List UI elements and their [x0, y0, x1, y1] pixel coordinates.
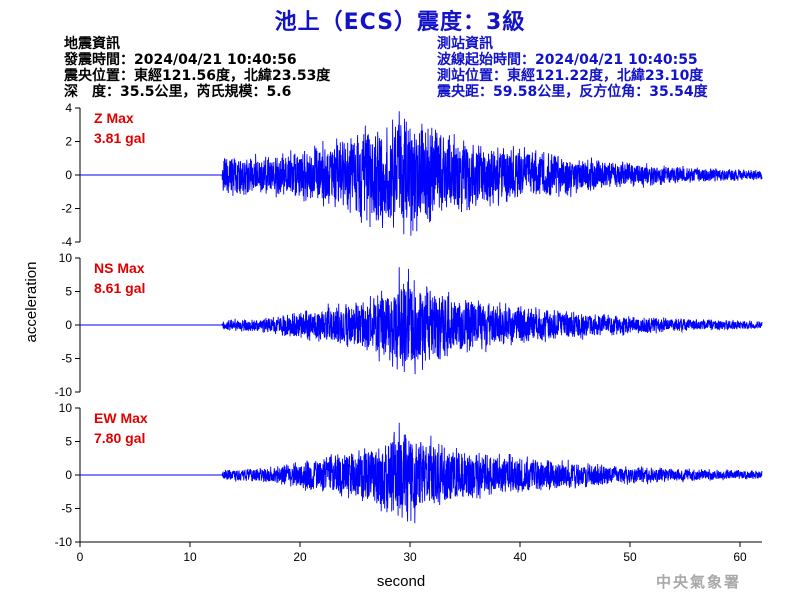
ns-y-tick-label: 0 — [65, 318, 72, 332]
station-location: 測站位置：東經121.22度，北緯23.10度 — [437, 68, 704, 84]
x-tick-label: 40 — [513, 550, 527, 564]
earthquake-info-block: 地震資訊 發震時間：2024/04/21 10:40:56 震央位置：東經121… — [64, 36, 330, 100]
z-max-value: 3.81 gal — [94, 130, 146, 146]
z-y-tick-label: -4 — [61, 235, 72, 249]
ns-max-value: 8.61 gal — [94, 280, 146, 296]
ew-y-tick-label: 0 — [65, 468, 72, 482]
agency-footer: 中央氣象署 — [656, 573, 742, 591]
ew-trace — [80, 422, 763, 524]
z-y-tick-label: 4 — [65, 101, 72, 115]
x-tick-label: 50 — [623, 550, 637, 564]
x-tick-label: 30 — [403, 550, 417, 564]
ns-y-tick-label: 5 — [65, 285, 72, 299]
earthquake-depth-magnitude: 深 度：35.5公里，芮氏規模：5.6 — [64, 84, 292, 100]
ew-y-tick-label: -10 — [55, 535, 73, 549]
station-distance: 震央距：59.58公里，反方位角：35.54度 — [437, 84, 708, 100]
x-tick-label: 0 — [77, 550, 84, 564]
z-trace — [80, 111, 763, 236]
station-info-block: 測站資訊 波線起始時間：2024/04/21 10:40:55 測站位置：東經1… — [437, 36, 708, 100]
station-info-header: 測站資訊 — [437, 36, 493, 52]
ew-max-value: 7.80 gal — [94, 430, 146, 446]
z-y-tick-label: 2 — [65, 135, 72, 149]
ns-max-label-block: NS Max 8.61 gal — [94, 258, 145, 298]
station-wave-start: 波線起始時間：2024/04/21 10:40:55 — [437, 52, 698, 68]
x-tick-label: 20 — [293, 550, 307, 564]
ew-y-tick-label: 10 — [59, 401, 73, 415]
ew-y-tick-label: 5 — [65, 435, 72, 449]
ns-y-tick-label: 10 — [59, 251, 73, 265]
ew-y-tick-label: -5 — [61, 502, 72, 516]
chart-title: 池上（ECS）震度：3級 — [274, 10, 526, 35]
x-tick-label: 60 — [733, 550, 747, 564]
z-y-tick-label: -2 — [61, 202, 72, 216]
earthquake-epicenter: 震央位置：東經121.56度，北緯23.53度 — [64, 68, 331, 84]
z-max-label: Z Max — [94, 110, 134, 126]
earthquake-info-header: 地震資訊 — [64, 36, 120, 52]
z-y-tick-label: 0 — [65, 168, 72, 182]
ns-y-tick-label: -5 — [61, 352, 72, 366]
ew-max-label: EW Max — [94, 410, 148, 426]
ns-max-label: NS Max — [94, 260, 145, 276]
x-tick-label: 10 — [183, 550, 197, 564]
ns-y-tick-label: -10 — [55, 385, 73, 399]
ew-max-label-block: EW Max 7.80 gal — [94, 408, 148, 448]
y-axis-label: acceleration — [23, 262, 40, 343]
z-max-label-block: Z Max 3.81 gal — [94, 108, 145, 148]
earthquake-origin-time: 發震時間：2024/04/21 10:40:56 — [64, 52, 297, 68]
x-axis-label: second — [377, 573, 425, 590]
ns-trace — [80, 267, 763, 375]
